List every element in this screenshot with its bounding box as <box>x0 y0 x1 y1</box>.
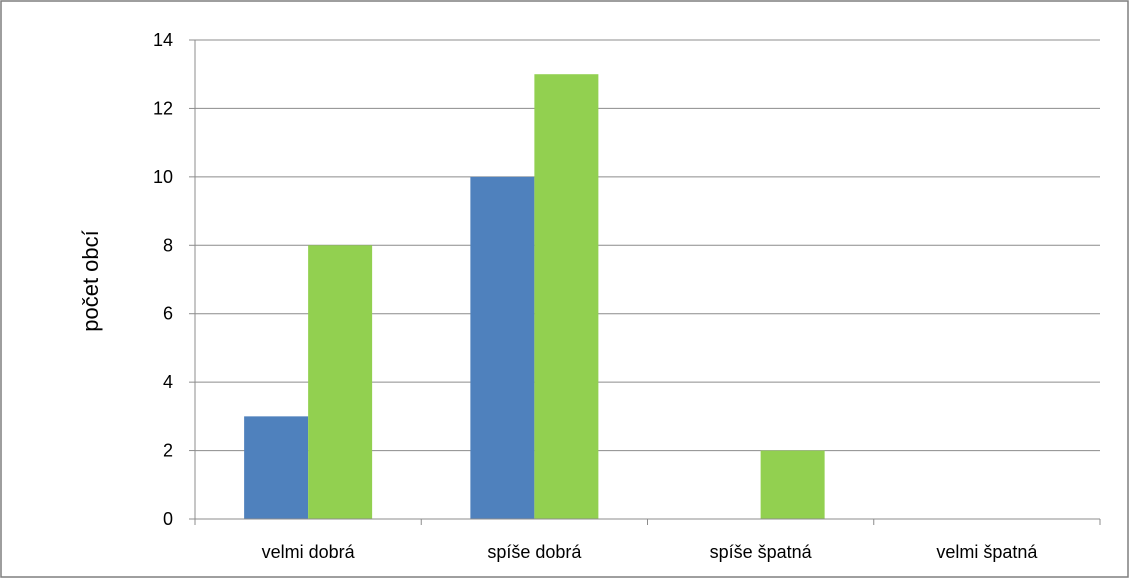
y-tick-labels: 0 2 4 6 8 10 12 14 <box>153 30 173 529</box>
bar-2-2 <box>534 74 599 519</box>
y-axis-title: počet obcí <box>78 230 103 332</box>
x-tick-label-3: spíše špatná <box>710 542 813 562</box>
y-tick-label-2: 2 <box>163 441 173 461</box>
x-tick-label-4: velmi špatná <box>936 542 1038 562</box>
bar-1-2 <box>470 176 535 519</box>
y-tick-label-10: 10 <box>153 167 173 187</box>
bar-2-3 <box>760 450 825 519</box>
x-tick-label-1: velmi dobrá <box>262 542 356 562</box>
bar-1-1 <box>244 416 309 519</box>
y-tick-label-0: 0 <box>163 509 173 529</box>
bar-2-1 <box>308 245 373 520</box>
y-tick-label-8: 8 <box>163 235 173 255</box>
y-tick-label-12: 12 <box>153 98 173 118</box>
y-tick-label-14: 14 <box>153 30 173 50</box>
y-tick-label-4: 4 <box>163 372 173 392</box>
x-tick-labels: velmi dobrá spíše dobrá spíše špatná velmi … <box>262 542 1039 562</box>
axes <box>189 39 1101 525</box>
y-tick-label-6: 6 <box>163 304 173 324</box>
bars <box>244 74 825 520</box>
x-tick-label-2: spíše dobrá <box>487 542 582 562</box>
